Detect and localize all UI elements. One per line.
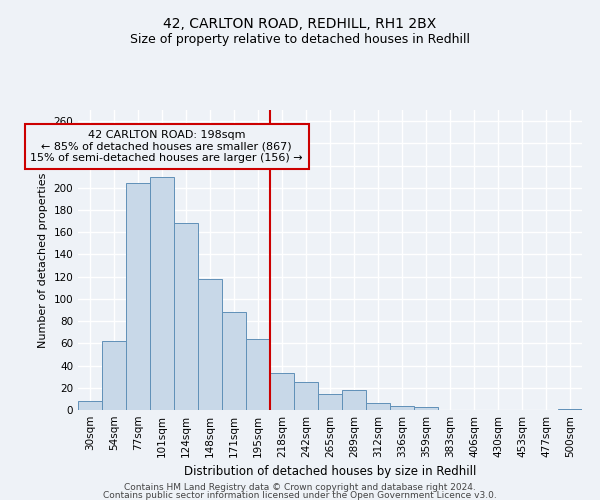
X-axis label: Distribution of detached houses by size in Redhill: Distribution of detached houses by size … xyxy=(184,466,476,478)
Bar xyxy=(126,184,150,410)
Bar xyxy=(558,409,582,410)
Bar xyxy=(366,404,390,410)
Bar xyxy=(78,401,102,410)
Text: 42 CARLTON ROAD: 198sqm
← 85% of detached houses are smaller (867)
15% of semi-d: 42 CARLTON ROAD: 198sqm ← 85% of detache… xyxy=(31,130,303,163)
Text: Contains HM Land Registry data © Crown copyright and database right 2024.: Contains HM Land Registry data © Crown c… xyxy=(124,483,476,492)
Text: Contains public sector information licensed under the Open Government Licence v3: Contains public sector information licen… xyxy=(103,492,497,500)
Bar xyxy=(414,406,438,410)
Bar xyxy=(318,394,342,410)
Bar xyxy=(390,406,414,410)
Text: 42, CARLTON ROAD, REDHILL, RH1 2BX: 42, CARLTON ROAD, REDHILL, RH1 2BX xyxy=(163,18,437,32)
Bar xyxy=(174,224,198,410)
Bar xyxy=(150,176,174,410)
Bar xyxy=(222,312,246,410)
Bar xyxy=(270,374,294,410)
Y-axis label: Number of detached properties: Number of detached properties xyxy=(38,172,48,348)
Bar xyxy=(294,382,318,410)
Bar xyxy=(102,341,126,410)
Bar xyxy=(246,339,270,410)
Bar xyxy=(198,279,222,410)
Text: Size of property relative to detached houses in Redhill: Size of property relative to detached ho… xyxy=(130,32,470,46)
Bar xyxy=(342,390,366,410)
